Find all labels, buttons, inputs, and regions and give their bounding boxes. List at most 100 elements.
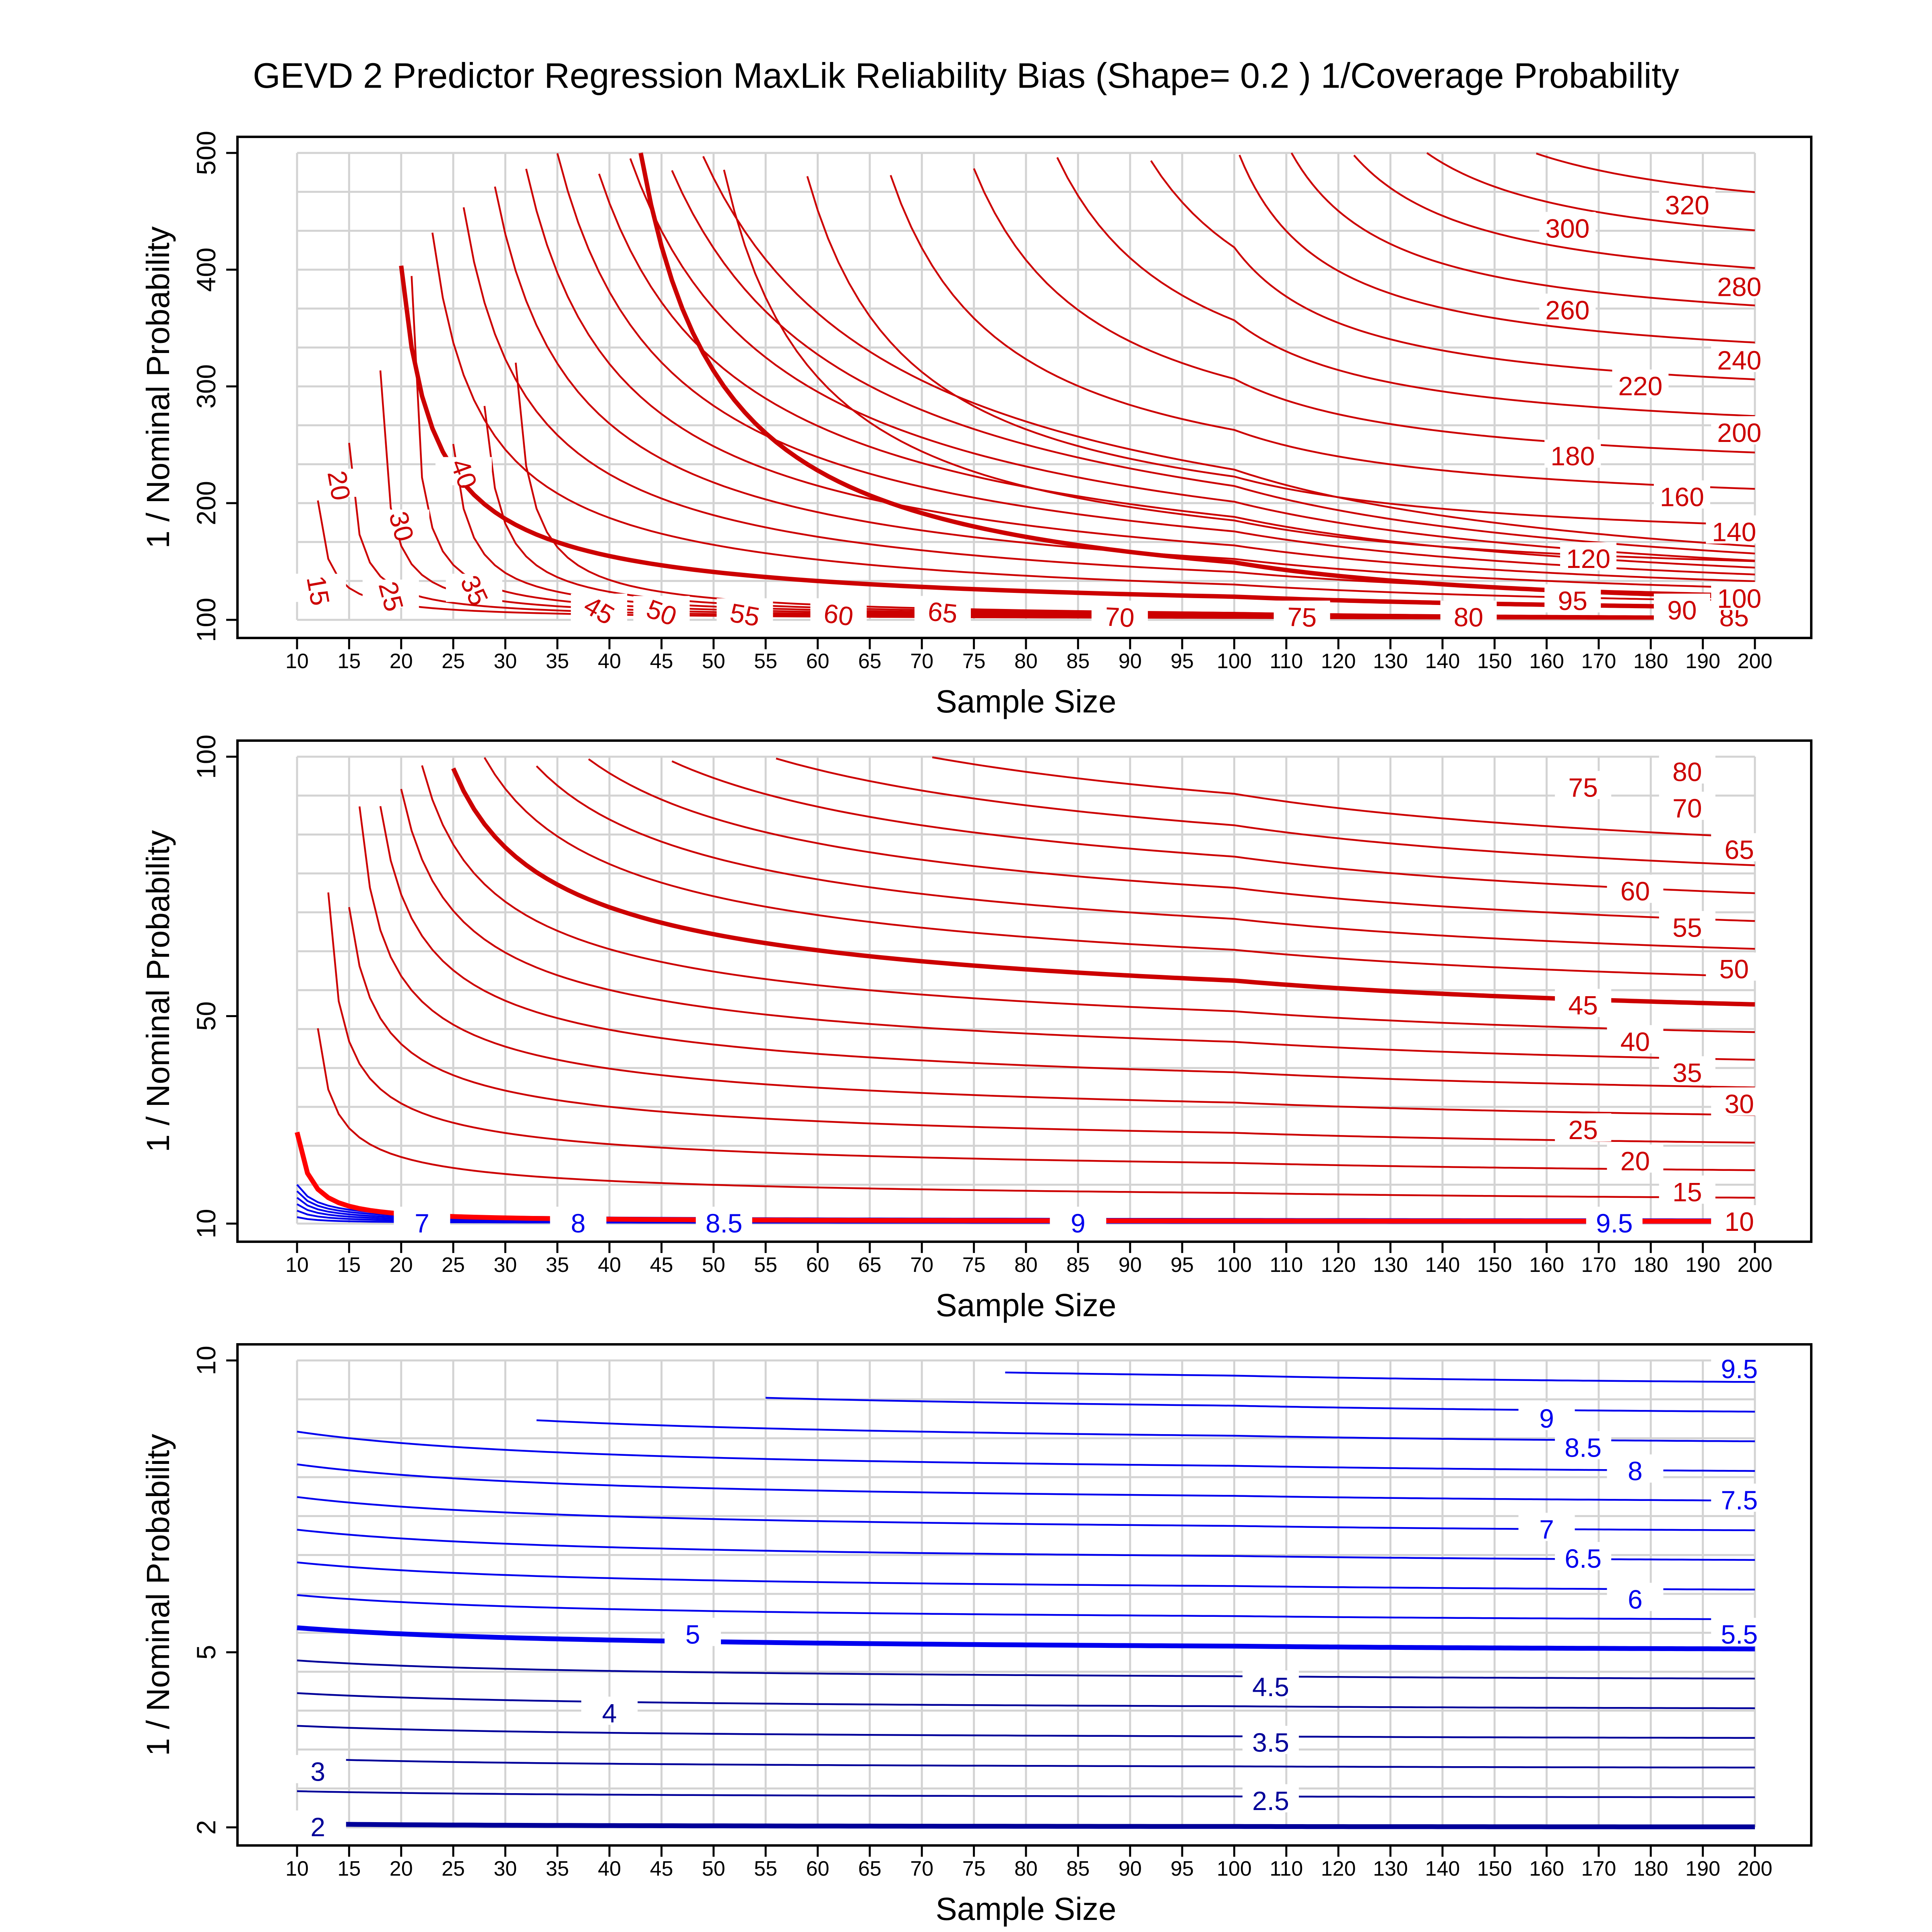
contour-label-bg [1440,601,1497,629]
x-tick-label: 95 [1170,1253,1194,1277]
y-tick-label: 200 [191,481,221,525]
contour-label: 2 [310,1812,325,1842]
contour-label: 100 [1717,584,1761,613]
contour-line-200 [1056,157,1755,417]
contour-label: 70 [1104,601,1135,633]
contour-line-320 [1536,153,1755,193]
x-tick-label: 150 [1477,650,1512,673]
contour-label: 140 [1712,517,1756,547]
contour-line-7 [297,1496,1755,1532]
x-tick-label: 75 [962,1857,986,1880]
contour-label-bg [665,1618,721,1646]
contour-line-260 [1290,152,1755,307]
y-axis: 100 200 300 400 500 1 / Nominal Probability [140,131,237,642]
x-tick-label: 35 [546,1857,569,1880]
contour-labels: 7 8 8.5 9 9.5 10 15 20 25 30 35 40 45 50 55 60 65 70 75 80 [394,755,1768,1238]
x-tick-label: 30 [494,1253,517,1277]
panel-2: 7 8 8.5 9 9.5 1015202530354045505560657075801… [140,735,1812,1323]
x-tick-label: 25 [442,1857,465,1880]
contour-label: 55 [728,598,762,632]
contour-label-bg [810,598,867,627]
contour-label-bg [289,1810,346,1839]
x-tick-label: 160 [1529,650,1564,673]
x-tick-label: 170 [1581,1857,1616,1880]
x-tick-label: 200 [1738,650,1773,673]
contour-label-bg [435,457,492,485]
contour-label-bg [1659,1175,1715,1204]
contour-label-bg [1659,1056,1715,1085]
contour-label: 200 [1717,418,1761,448]
x-tick-label: 15 [337,1253,361,1277]
x-tick-label: 150 [1477,1253,1512,1277]
x-tick-label: 100 [1217,1253,1252,1277]
x-tick-label: 70 [910,1857,933,1880]
contour-line-65 [588,758,1755,922]
contour-line-40 [400,788,1755,1061]
contour-label-bg [1659,188,1715,217]
x-tick-label: 170 [1581,650,1616,673]
y-axis: 10 50 100 1 / Nominal Probability [140,735,237,1238]
contour-line-240 [1238,155,1755,344]
contour-label-bg [1539,212,1596,240]
contour-label: 50 [1719,954,1749,984]
contour-label-bg [1544,440,1601,468]
y-axis: 2 5 10 1 / Nominal Probability [140,1346,237,1835]
x-tick-label: 190 [1685,650,1720,673]
panel-3: 22.533.544.55 5.566.577.588.599.510 15 20 25… [140,1343,1812,1927]
contour-label-bg [1706,952,1763,981]
x-tick-label: 55 [754,1857,777,1880]
contour-line-9 [766,1397,1755,1413]
contour-label: 6 [1628,1585,1643,1614]
x-tick-label: 10 [285,650,309,673]
contour-label-bg [1659,755,1715,784]
contour-label-bg [1555,1542,1612,1570]
contour-label: 9 [1539,1404,1554,1433]
contour-label: 5 [685,1620,700,1649]
y-tick-label: 300 [191,364,221,409]
grid [296,152,1756,621]
contour-line-35 [379,806,1755,1088]
contour-label: 2.5 [1252,1786,1289,1816]
y-tick-label: 10 [191,1346,221,1375]
x-tick-label: 130 [1373,1857,1408,1880]
x-tick-label: 140 [1425,1857,1460,1880]
contour-line-100 [638,152,1755,600]
contour-label-bg [1607,875,1664,903]
contour-label: 120 [1566,544,1610,574]
contour-label: 60 [1620,876,1650,906]
contour-line-80 [932,756,1755,838]
x-tick-label: 140 [1425,650,1460,673]
contour-label: 5.5 [1721,1620,1758,1649]
contour-label-bg [1242,1726,1299,1754]
x-tick-label: 110 [1269,1253,1303,1277]
contour-label: 4.5 [1252,1672,1289,1702]
contour-label: 8.5 [1565,1433,1602,1463]
x-tick-label: 180 [1633,1253,1668,1277]
x-tick-label: 20 [390,1253,413,1277]
contour-label-bg [716,598,773,627]
x-tick-label: 120 [1321,650,1356,673]
contour-label-bg [1711,416,1768,444]
contour-label-bg [373,510,429,538]
contour-label-bg [1711,1618,1768,1646]
contour-label: 40 [1620,1027,1650,1057]
contour-label-bg [1711,833,1768,861]
x-tick-label: 45 [650,650,673,673]
contour-label: 75 [1568,772,1598,802]
contour-label: 55 [1672,912,1702,942]
contour-label: 280 [1717,272,1761,302]
contour-label: 220 [1618,371,1662,401]
x-tick-label: 20 [390,650,413,673]
contour-label: 320 [1665,190,1709,220]
contour-label-bg [1711,1484,1768,1512]
contour-label-bg [1555,1431,1612,1459]
contour-label-bg [1607,1144,1664,1173]
contour-label-bg [1274,601,1330,629]
x-tick-label: 25 [442,1253,465,1277]
contour-line-180 [973,168,1755,454]
contour-label: 8.5 [706,1208,743,1238]
x-axis: 10 15 20 25 30 35 40 45 50 55 60 65 70 75 80 85 90 95 100 1… [285,1242,1772,1323]
x-axis-title: Sample Size [935,1287,1116,1323]
x-tick-label: 90 [1119,1857,1142,1880]
contour-label: 35 [1672,1058,1702,1088]
